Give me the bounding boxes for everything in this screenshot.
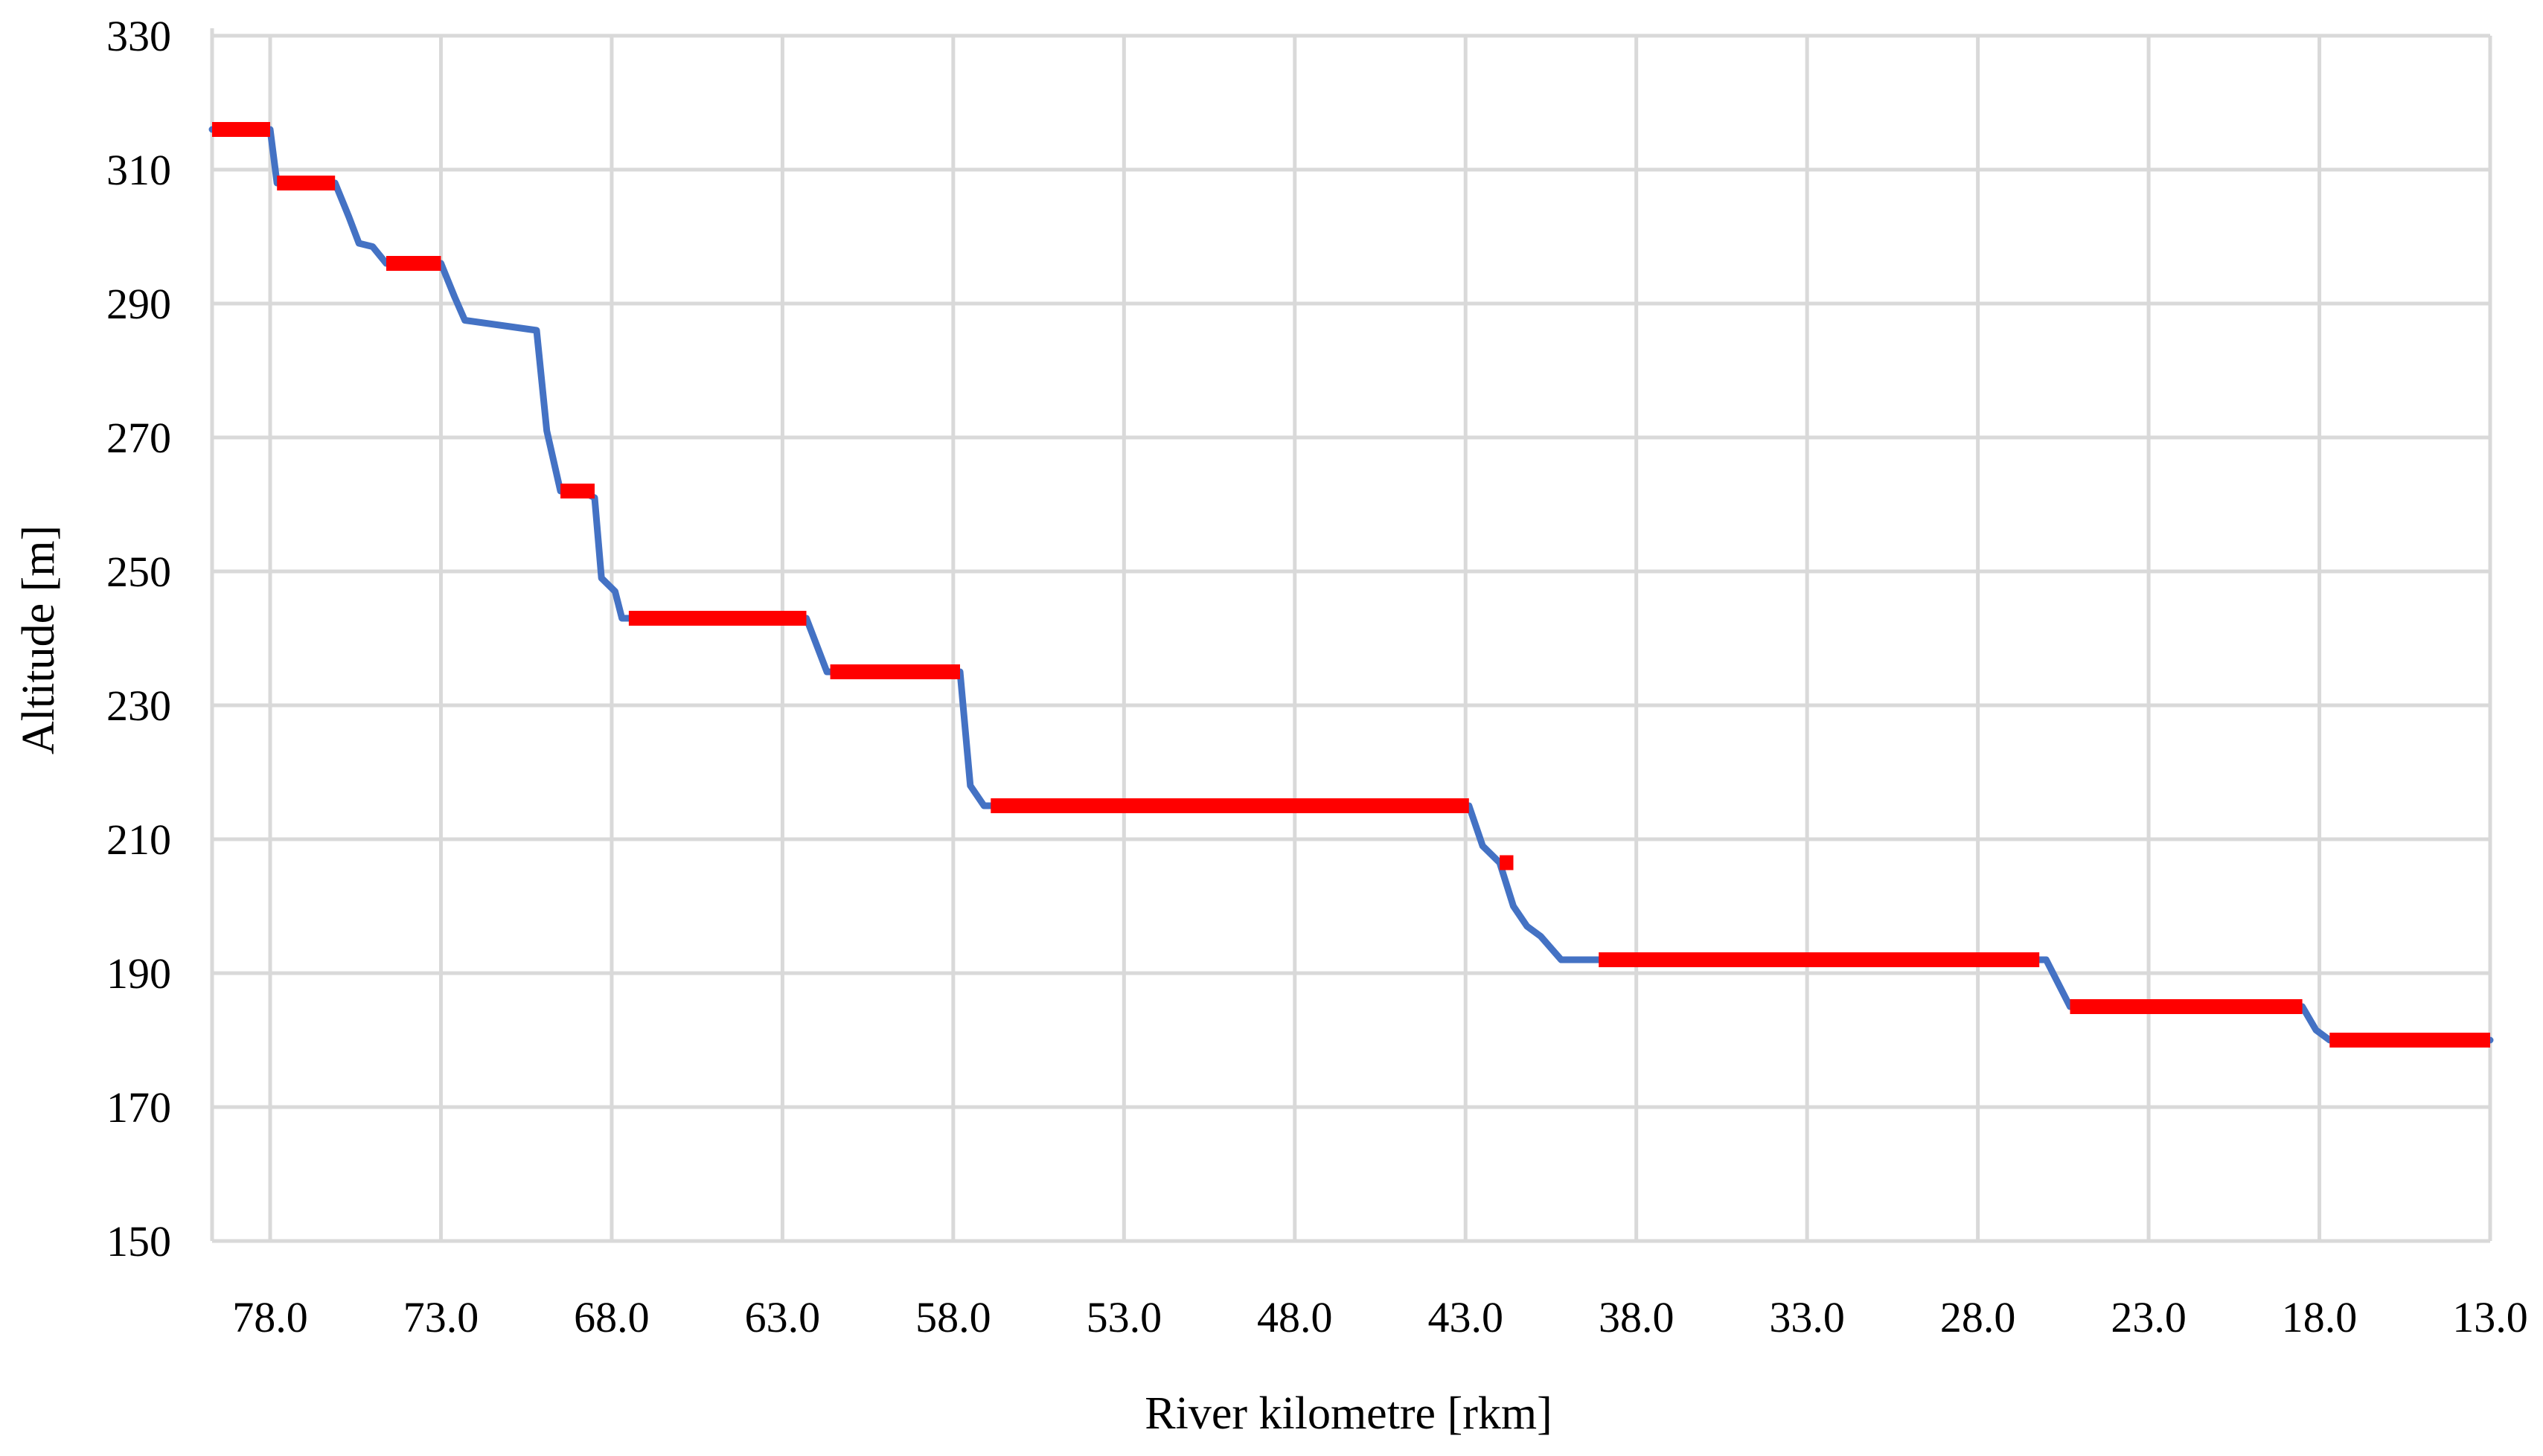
x-tick-label: 33.0 [1769, 1293, 1845, 1341]
x-tick-label: 28.0 [1940, 1293, 2016, 1341]
y-tick-label: 150 [106, 1217, 171, 1266]
x-tick-label: 53.0 [1087, 1293, 1162, 1341]
y-tick-label: 190 [106, 949, 171, 998]
x-tick-label: 18.0 [2282, 1293, 2358, 1341]
x-tick-label: 43.0 [1427, 1293, 1503, 1341]
x-tick-label: 58.0 [915, 1293, 991, 1341]
y-tick-label: 330 [106, 12, 171, 60]
x-tick-label: 68.0 [574, 1293, 650, 1341]
y-tick-label: 230 [106, 682, 171, 730]
x-tick-label: 48.0 [1257, 1293, 1333, 1341]
data-series [208, 122, 2494, 1048]
y-tick-label: 270 [106, 414, 171, 462]
x-tick-label: 13.0 [2452, 1293, 2528, 1341]
x-tick-label: 63.0 [745, 1293, 821, 1341]
x-tick-label: 23.0 [2111, 1293, 2187, 1341]
x-axis-title: River kilometre [rkm] [1145, 1388, 1552, 1439]
tick-labels: 150 170 190 210 230 250 270 290 310 330 78.0 73.0 68… [106, 12, 2528, 1341]
y-tick-label: 170 [106, 1083, 171, 1132]
y-tick-label: 210 [106, 815, 171, 864]
axes [210, 28, 2490, 1243]
y-tick-label: 290 [106, 280, 171, 328]
x-tick-label: 73.0 [403, 1293, 479, 1341]
y-tick-label: 250 [106, 548, 171, 596]
y-tick-label: 310 [106, 146, 171, 194]
x-tick-label: 38.0 [1599, 1293, 1674, 1341]
y-axis-title: Altitude [m] [13, 525, 64, 754]
x-tick-label: 78.0 [232, 1293, 308, 1341]
